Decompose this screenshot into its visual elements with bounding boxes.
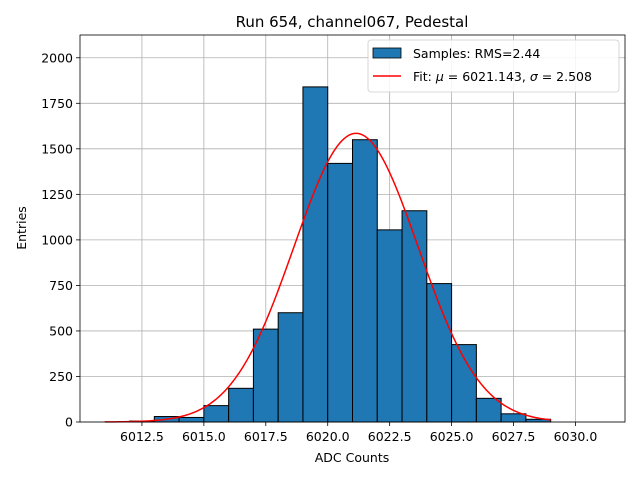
y-tick-label: 1750: [41, 96, 73, 111]
legend: Samples: RMS=2.44 Fit: μ = 6021.143, σ =…: [367, 39, 620, 93]
y-tick-label: 1250: [41, 187, 73, 202]
fit-curve: [104, 132, 551, 423]
y-tick-label: 1500: [41, 141, 73, 156]
x-axis-ticks: 6012.5 6015.0 6017.5 6020.0 6022.5 6025.0 6027…: [120, 422, 597, 444]
x-tick-label: 6017.5: [244, 429, 288, 444]
y-tick-label: 500: [49, 323, 73, 338]
histogram-bar: [277, 312, 304, 423]
histogram-bar: [352, 139, 378, 423]
legend-label-samples: Samples: RMS=2.44: [413, 46, 540, 61]
histogram-bar: [302, 86, 329, 423]
x-tick-label: 6022.5: [368, 429, 412, 444]
histogram-bar: [327, 162, 353, 423]
histogram-bars: [129, 86, 552, 423]
x-tick-label: 6027.5: [492, 429, 536, 444]
histogram-bar: [500, 413, 527, 423]
y-tick-label: 0: [65, 415, 73, 430]
histogram-bar: [376, 229, 403, 423]
histogram-bar: [252, 328, 279, 423]
histogram-bar: [178, 416, 205, 423]
legend-swatch-samples: [372, 47, 402, 59]
y-tick-label: 1000: [41, 232, 73, 247]
chart-title: Run 654, channel067, Pedestal: [236, 13, 469, 31]
histogram-bar: [475, 397, 502, 423]
x-tick-label: 6025.0: [430, 429, 474, 444]
histogram-bar: [203, 405, 230, 423]
histogram-bar: [451, 344, 477, 423]
y-axis-ticks: 0 250 500 750 1000 1250 1500 1750 2000: [41, 50, 80, 430]
x-axis-label: ADC Counts: [315, 450, 390, 465]
y-tick-label: 250: [49, 369, 73, 384]
plot-frame: [79, 34, 626, 423]
histogram-bar: [401, 210, 428, 423]
legend-box: [367, 39, 620, 93]
x-tick-label: 6020.0: [306, 429, 350, 444]
y-axis-label: Entries: [14, 206, 29, 250]
x-tick-label: 6012.5: [120, 429, 164, 444]
x-tick-label: 6015.0: [182, 429, 226, 444]
histogram-bar: [228, 387, 254, 423]
y-tick-label: 750: [49, 278, 73, 293]
x-tick-label: 6030.0: [554, 429, 598, 444]
legend-label-fit: Fit: μ = 6021.143, σ = 2.508: [413, 69, 592, 84]
y-tick-label: 2000: [41, 50, 73, 65]
